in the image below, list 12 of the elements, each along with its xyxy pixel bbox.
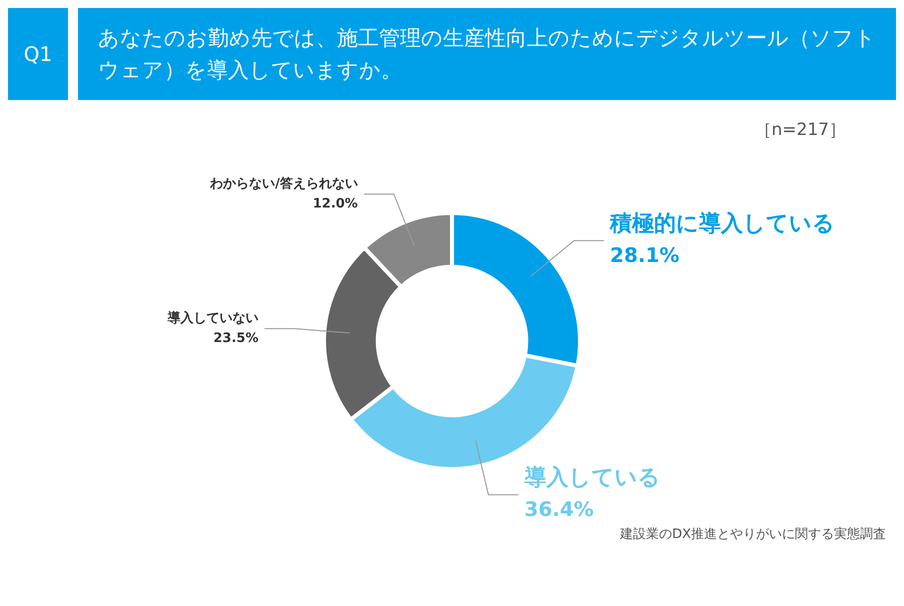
- slice-label: 導入している: [523, 464, 660, 490]
- slice-label: わからない/答えられない: [209, 176, 358, 192]
- data-label: 12.0%: [312, 196, 358, 212]
- text: 建設業のDX推進とやりがいに関する実態調査: [619, 526, 887, 543]
- data-label: 28.1%: [610, 242, 680, 267]
- chart-title: あなたのお勤め先では、施工管理の生産性向上のためにデジタルツール（ソフトウェア）を導入していますか。: [78, 8, 896, 100]
- slice-label: 導入していない: [166, 310, 258, 326]
- slice-label: 積極的に導入している: [609, 210, 836, 236]
- text: Q1: [8, 8, 68, 100]
- text: ［n=217］: [754, 119, 847, 141]
- data-label: 23.5%: [213, 330, 258, 346]
- data-label: 36.4%: [524, 496, 594, 521]
